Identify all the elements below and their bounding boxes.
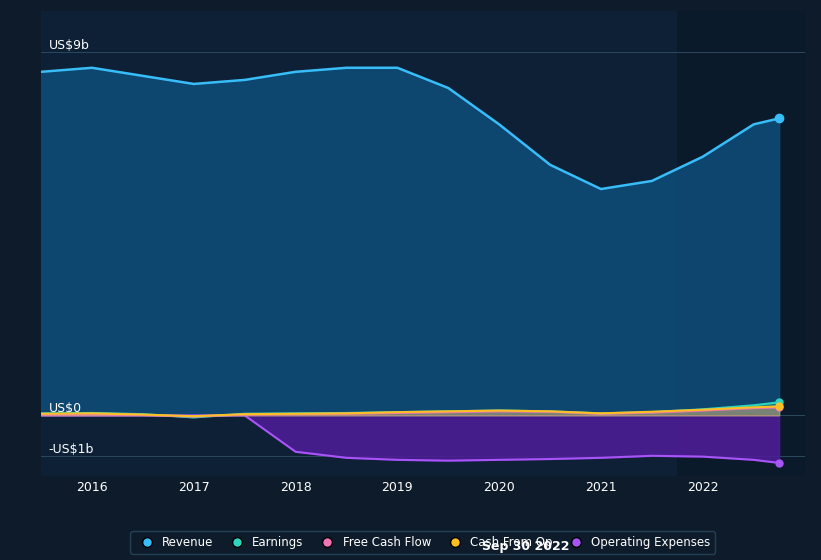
Legend: Revenue, Earnings, Free Cash Flow, Cash From Op, Operating Expenses: Revenue, Earnings, Free Cash Flow, Cash …: [131, 531, 715, 554]
Text: US$0: US$0: [48, 403, 82, 416]
Text: Sep 30 2022: Sep 30 2022: [481, 540, 569, 553]
Text: US$9b: US$9b: [48, 39, 89, 52]
Text: -US$1b: -US$1b: [48, 443, 94, 456]
Bar: [677, 11, 805, 476]
